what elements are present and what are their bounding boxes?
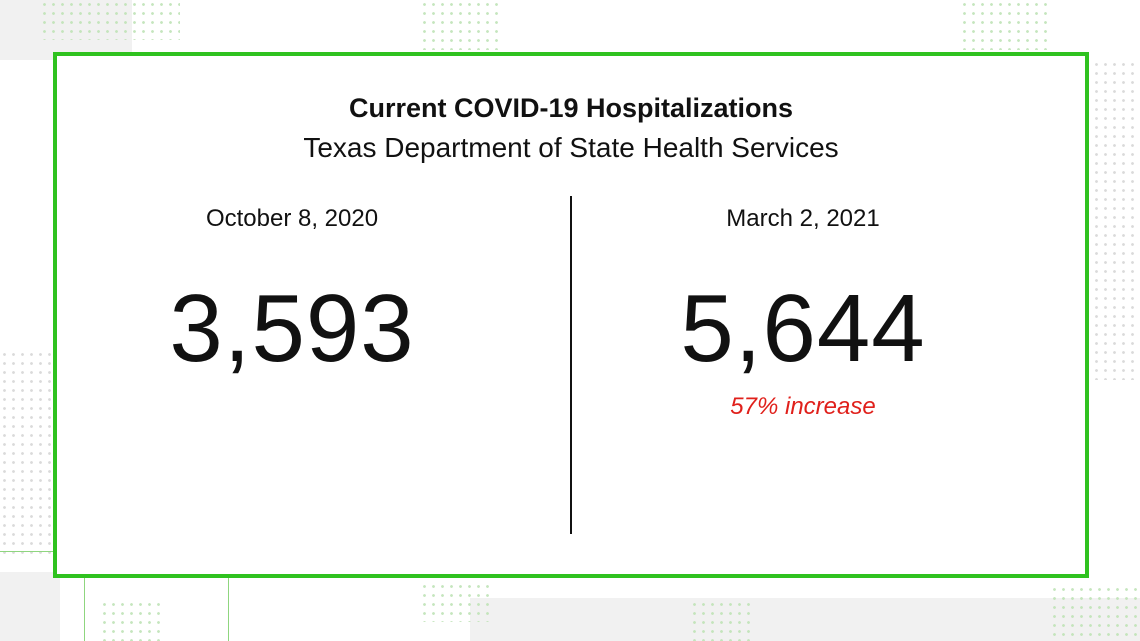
background-dot-pattern xyxy=(40,0,180,40)
background-dot-pattern xyxy=(1050,585,1140,641)
right-stat-column: March 2, 2021 5,644 57% increase xyxy=(593,202,1013,422)
left-stat-column: October 8, 2020 3,593 xyxy=(82,202,502,384)
left-value: 3,593 xyxy=(169,275,415,382)
background-dot-pattern xyxy=(420,0,500,50)
stats-card: Current COVID-19 Hospitalizations Texas … xyxy=(53,52,1089,578)
card-subtitle: Texas Department of State Health Service… xyxy=(303,132,839,163)
background-dot-pattern xyxy=(690,600,750,641)
right-date: March 2, 2021 xyxy=(726,205,880,232)
background-dot-pattern xyxy=(420,582,490,622)
background-dot-pattern xyxy=(1092,60,1140,380)
left-date: October 8, 2020 xyxy=(205,205,379,232)
column-divider xyxy=(570,196,572,534)
right-value: 5,644 xyxy=(680,275,926,382)
background-dot-pattern xyxy=(0,350,52,560)
background-gray-block xyxy=(470,598,1140,641)
background-dot-pattern xyxy=(960,0,1050,50)
background-dot-pattern xyxy=(100,600,160,641)
increase-label: 57% increase xyxy=(730,393,876,420)
card-title: Current COVID-19 Hospitalizations xyxy=(348,93,794,123)
background-gray-block xyxy=(0,572,60,641)
